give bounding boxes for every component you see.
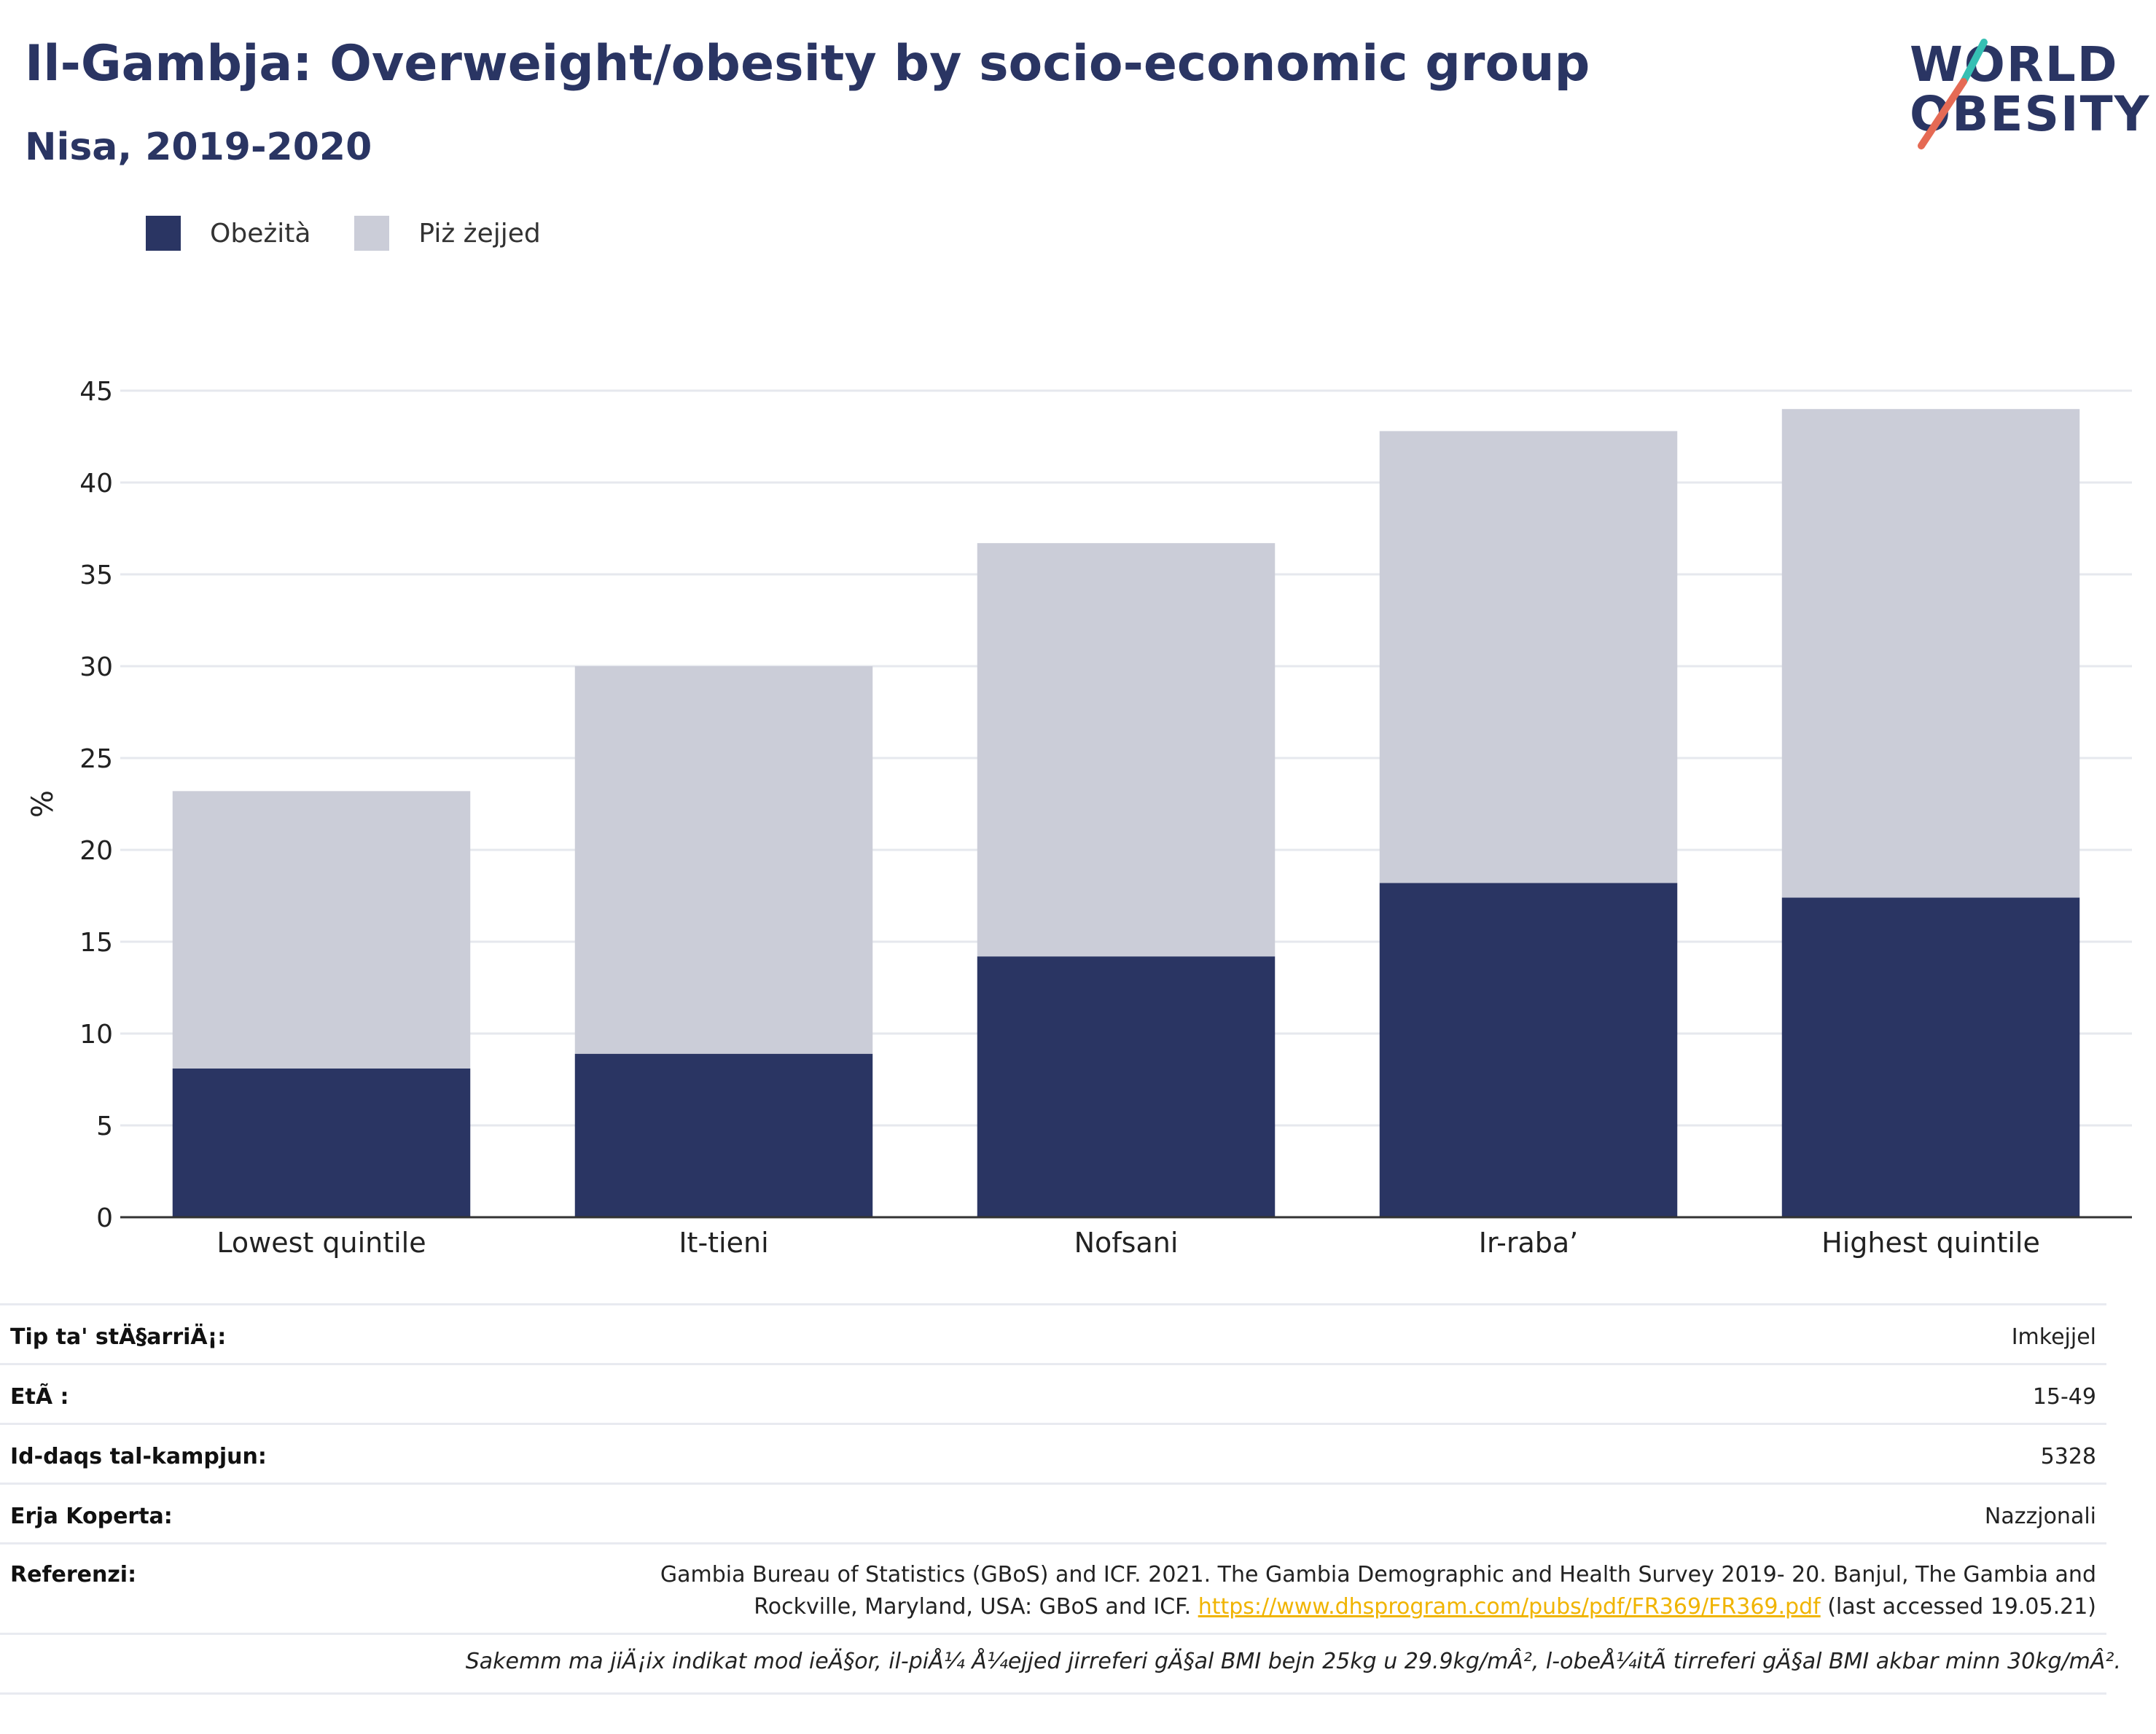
- legend-label-obese: Obeżità: [210, 218, 311, 249]
- reference-text: Gambia Bureau of Statistics (GBoS) and I…: [660, 1559, 2096, 1623]
- definition-note: Sakemm ma jiÄ¡ix indikat mod ieÄ§or, il-…: [465, 1649, 2121, 1674]
- meta-row-area: Erja Koperta: Nazzjonali: [0, 1483, 2106, 1529]
- meta-key: Tip ta' stÄ§arriÄ¡:: [10, 1324, 227, 1350]
- bar-obese: [1781, 897, 2080, 1217]
- meta-row-survey-type: Tip ta' stÄ§arriÄ¡: Imkejjel: [0, 1303, 2106, 1350]
- y-tick-label: 35: [79, 561, 113, 590]
- y-tick-label: 45: [79, 377, 113, 407]
- x-tick-label: Ir-raba’: [1479, 1227, 1579, 1259]
- bar-obese: [172, 1068, 471, 1217]
- y-tick-label: 20: [79, 836, 113, 866]
- bar-overweight: [574, 666, 873, 1054]
- meta-value: 5328: [2040, 1444, 2096, 1469]
- bar-overweight: [977, 543, 1276, 957]
- reference-line-2-text: Rockville, Maryland, USA: GBoS and ICF.: [754, 1594, 1198, 1620]
- bar-obese: [1379, 883, 1678, 1217]
- x-tick-label: Nofsani: [1074, 1227, 1179, 1259]
- meta-row-age: EtÃ : 15-49: [0, 1363, 2106, 1410]
- reference-line-2: Rockville, Maryland, USA: GBoS and ICF. …: [660, 1591, 2096, 1623]
- reference-line-2-suffix: (last accessed 19.05.21): [1820, 1594, 2096, 1620]
- bar-overweight: [1379, 431, 1678, 883]
- legend-item-overweight: Piż żejjed: [354, 216, 541, 251]
- page-title: Il-Gambja: Overweight/obesity by socio-e…: [25, 35, 1590, 93]
- meta-row-reference: Referenzi: Gambia Bureau of Statistics (…: [0, 1542, 2106, 1620]
- meta-key: Erja Koperta:: [10, 1504, 173, 1529]
- meta-key: EtÃ :: [10, 1384, 69, 1410]
- y-tick-label: 30: [79, 652, 113, 682]
- meta-key: Id-daqs tal-kampjun:: [10, 1444, 267, 1469]
- meta-row-bottom: [0, 1692, 2106, 1695]
- y-tick-label: 5: [96, 1112, 113, 1141]
- y-tick-label: 15: [79, 928, 113, 958]
- world-obesity-logo: WORLD OBESITY: [1902, 36, 2149, 160]
- meta-value: 15-49: [2032, 1384, 2096, 1410]
- chart-legend: Obeżità Piż żejjed: [146, 216, 585, 251]
- x-tick-label: Highest quintile: [1821, 1227, 2040, 1259]
- y-tick-label: 25: [79, 744, 113, 774]
- meta-row-note: [0, 1633, 2106, 1635]
- y-tick-label: 10: [79, 1020, 113, 1050]
- meta-key: Referenzi:: [10, 1562, 137, 1587]
- logo-slash-icon: [1918, 39, 1988, 149]
- bar-overweight: [1781, 409, 2080, 898]
- y-tick-label: 40: [79, 469, 113, 499]
- stacked-bar-chart: 0 5 10 15 20 25 30 35 40 45% Lowest quintile It-tie…: [26, 377, 2132, 1259]
- meta-value: Nazzjonali: [1984, 1504, 2096, 1529]
- y-axis-label: %: [26, 790, 60, 818]
- logo-line2: OBESITY: [1910, 86, 2151, 142]
- reference-line-1: Gambia Bureau of Statistics (GBoS) and I…: [660, 1562, 2096, 1587]
- meta-value: Imkejjel: [2011, 1324, 2096, 1350]
- bar-overweight: [172, 791, 471, 1069]
- x-tick-label: It-tieni: [679, 1227, 768, 1259]
- reference-link[interactable]: https://www.dhsprogram.com/pubs/pdf/FR36…: [1198, 1594, 1821, 1620]
- legend-swatch-overweight: [354, 216, 390, 251]
- bar-obese: [977, 956, 1276, 1217]
- page-subtitle: Nisa, 2019-2020: [25, 125, 372, 169]
- y-tick-label: 0: [96, 1203, 113, 1233]
- logo-line1: WORLD: [1910, 36, 2119, 93]
- legend-label-overweight: Piż żejjed: [418, 218, 541, 249]
- bar-obese: [574, 1053, 873, 1217]
- legend-item-obese: Obeżità: [146, 216, 310, 251]
- meta-row-sample-size: Id-daqs tal-kampjun: 5328: [0, 1423, 2106, 1469]
- x-tick-label: Lowest quintile: [216, 1227, 426, 1259]
- legend-swatch-obese: [146, 216, 181, 251]
